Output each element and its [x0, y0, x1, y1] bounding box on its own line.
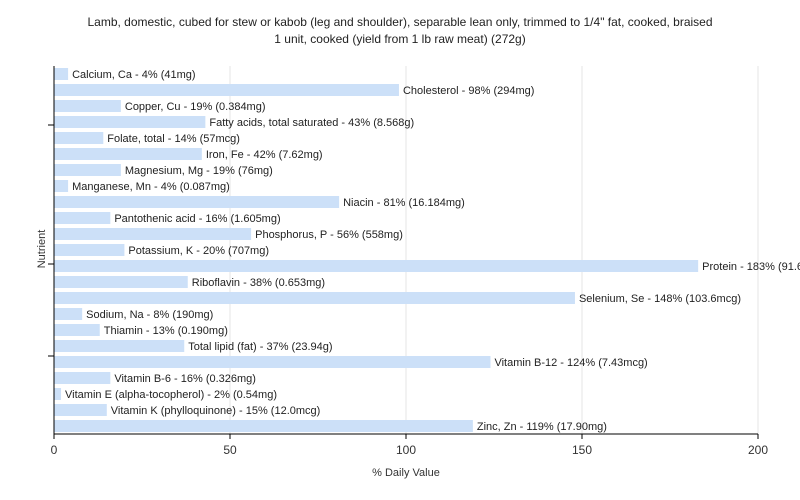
bar: [54, 404, 107, 416]
bar: [54, 372, 111, 384]
bar-label: Phosphorus, P - 56% (558mg): [255, 229, 403, 241]
axes: 0 50 100 150 200: [48, 66, 768, 457]
bar-label: Manganese, Mn - 4% (0.087mg): [72, 181, 230, 193]
bar: [54, 308, 83, 320]
chart-title-line-1: Lamb, domestic, cubed for stew or kabob …: [87, 15, 713, 29]
bar: [54, 132, 104, 144]
bar: [54, 356, 491, 368]
bar: [54, 340, 185, 352]
bar: [54, 148, 202, 160]
bar: [54, 116, 206, 128]
bar: [54, 324, 100, 336]
bar: [54, 100, 121, 112]
grid-lines: [229, 66, 759, 434]
bar-label: Vitamin B-12 - 124% (7.43mcg): [494, 357, 647, 369]
bar-label: Zinc, Zn - 119% (17.90mg): [477, 421, 607, 433]
bar-label: Cholesterol - 98% (294mg): [403, 85, 534, 97]
bar: [54, 244, 125, 256]
bar: [54, 260, 699, 272]
bar-label: Iron, Fe - 42% (7.62mg): [206, 149, 323, 161]
bar-label: Calcium, Ca - 4% (41mg): [72, 69, 195, 81]
x-tick-label: 150: [572, 443, 592, 457]
bar-label: Pantothenic acid - 16% (1.605mg): [114, 213, 280, 225]
x-tick-label: 50: [223, 443, 237, 457]
chart-title: Lamb, domestic, cubed for stew or kabob …: [0, 14, 800, 48]
x-tick-label: 100: [396, 443, 416, 457]
bar-label: Sodium, Na - 8% (190mg): [86, 309, 213, 321]
bar-label: Protein - 183% (91.64g): [702, 261, 800, 273]
chart-title-line-2: 1 unit, cooked (yield from 1 lb raw meat…: [274, 32, 526, 46]
x-tick-label: 200: [748, 443, 768, 457]
bar-label: Selenium, Se - 148% (103.6mcg): [579, 293, 741, 305]
bar: [54, 276, 188, 288]
bar-label: Vitamin B-6 - 16% (0.326mg): [114, 373, 256, 385]
bar-label: Niacin - 81% (16.184mg): [343, 197, 465, 209]
bar: [54, 292, 575, 304]
bar: [54, 84, 399, 96]
bar: [54, 228, 252, 240]
x-axis-label: % Daily Value: [372, 467, 440, 479]
bar-label: Fatty acids, total saturated - 43% (8.56…: [209, 117, 414, 129]
bar-label: Thiamin - 13% (0.190mg): [104, 325, 228, 337]
bar-series: [54, 68, 699, 432]
x-tick-label: 0: [51, 443, 58, 457]
bar: [54, 164, 121, 176]
bar-label: Potassium, K - 20% (707mg): [128, 245, 269, 257]
bar-label: Folate, total - 14% (57mcg): [107, 133, 240, 145]
bar: [54, 196, 340, 208]
bar-label: Total lipid (fat) - 37% (23.94g): [188, 341, 332, 353]
bar-label: Magnesium, Mg - 19% (76mg): [125, 165, 273, 177]
y-axis-label: Nutrient: [36, 230, 48, 269]
bar-label: Copper, Cu - 19% (0.384mg): [125, 101, 266, 113]
bar: [54, 180, 69, 192]
bar-label: Vitamin K (phylloquinone) - 15% (12.0mcg…: [111, 405, 321, 417]
bar-label: Riboflavin - 38% (0.653mg): [192, 277, 325, 289]
bar: [54, 212, 111, 224]
bar-label: Vitamin E (alpha-tocopherol) - 2% (0.54m…: [65, 389, 277, 401]
bar: [54, 68, 69, 80]
bar: [54, 388, 62, 400]
bar: [54, 420, 473, 432]
bar-labels: Calcium, Ca - 4% (41mg) Cholesterol - 98%…: [65, 69, 800, 433]
